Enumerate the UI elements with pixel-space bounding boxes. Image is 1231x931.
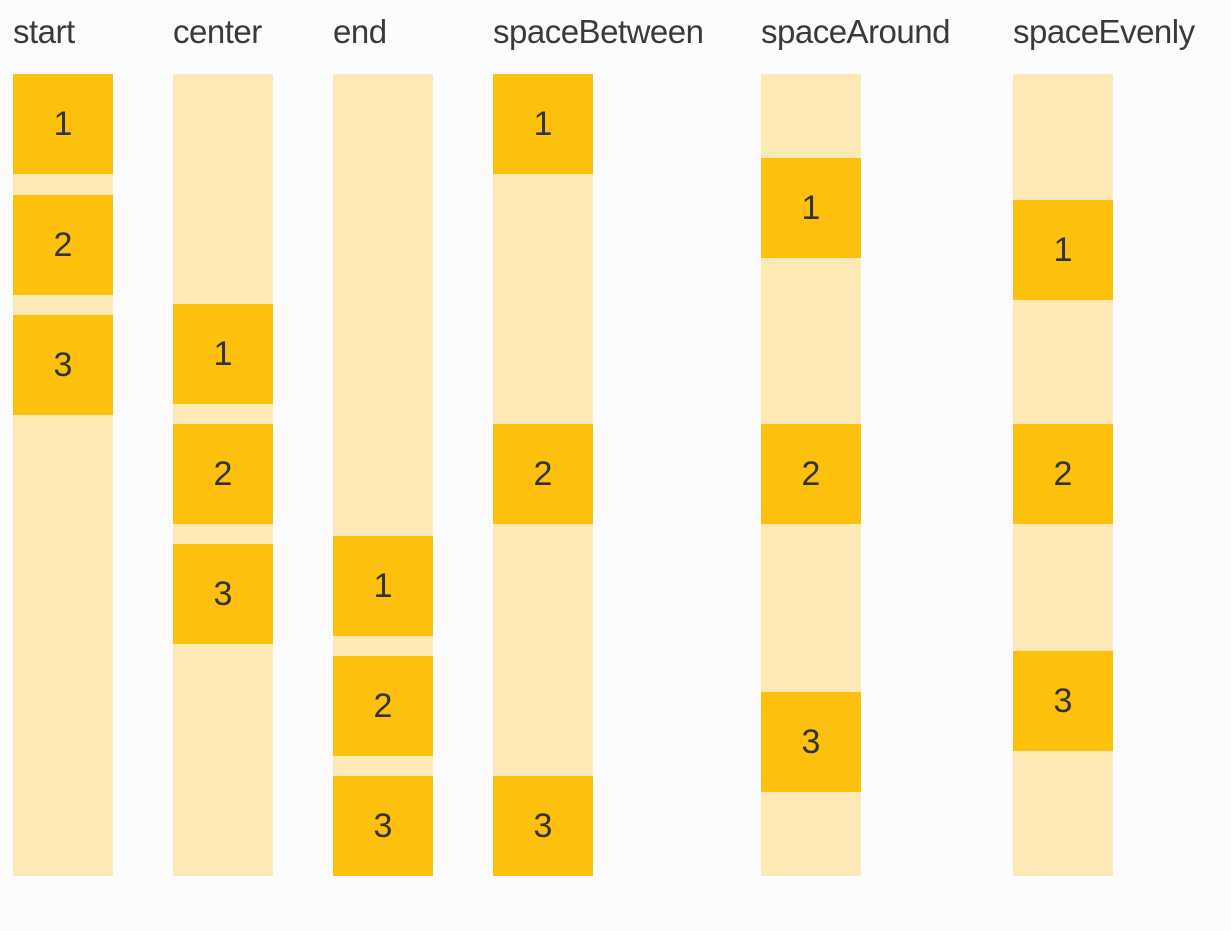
- flex-item-box: 2: [173, 424, 273, 524]
- flex-item-box: 3: [761, 692, 861, 792]
- column-track-space-around: 1 2 3: [761, 74, 861, 876]
- flex-item-box: 2: [1013, 424, 1113, 524]
- column-track-space-evenly: 1 2 3: [1013, 74, 1113, 876]
- column-track-start: 1 2 3: [13, 74, 113, 876]
- alignment-label-start: start: [13, 13, 75, 50]
- flex-item-box: 3: [493, 776, 593, 876]
- flex-item-box: 2: [493, 424, 593, 524]
- flex-item-box: 1: [493, 74, 593, 174]
- column-track-space-between: 1 2 3: [493, 74, 593, 876]
- flex-item-box: 3: [173, 544, 273, 644]
- flex-item-box: 1: [333, 536, 433, 636]
- alignment-label-space-evenly: spaceEvenly: [1013, 13, 1195, 50]
- flex-item-box: 1: [1013, 200, 1113, 300]
- flex-item-box: 2: [13, 195, 113, 295]
- flex-item-box: 2: [761, 424, 861, 524]
- flex-item-box: 1: [761, 158, 861, 258]
- flex-item-box: 2: [333, 656, 433, 756]
- flex-item-box: 3: [333, 776, 433, 876]
- column-track-end: 1 2 3: [333, 74, 433, 876]
- alignment-label-center: center: [173, 13, 262, 50]
- alignment-label-space-around: spaceAround: [761, 13, 950, 50]
- flex-item-box: 1: [173, 304, 273, 404]
- alignment-label-end: end: [333, 13, 387, 50]
- flex-item-box: 3: [13, 315, 113, 415]
- flex-item-box: 1: [13, 74, 113, 174]
- alignment-label-space-between: spaceBetween: [493, 13, 704, 50]
- flex-item-box: 3: [1013, 651, 1113, 751]
- column-track-center: 1 2 3: [173, 74, 273, 876]
